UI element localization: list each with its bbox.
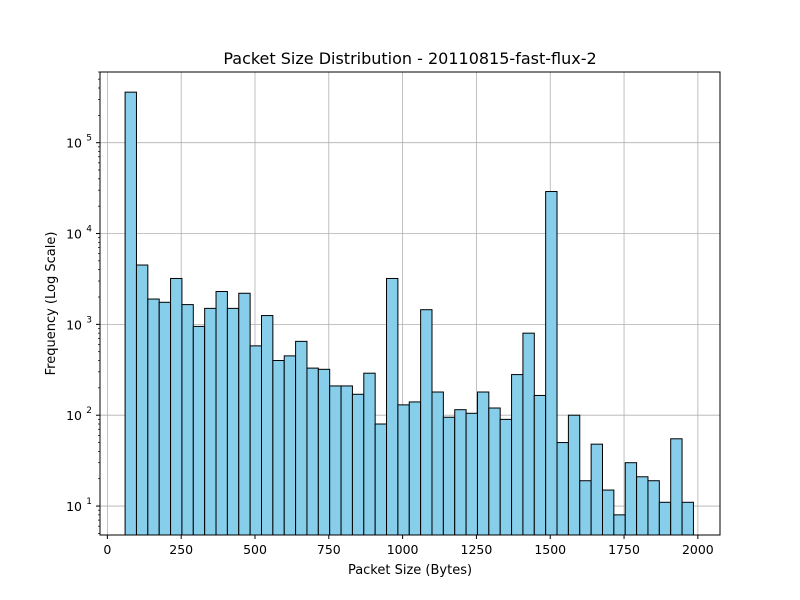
- x-tick-label: 1500: [534, 542, 566, 557]
- histogram-bar: [590, 443, 603, 536]
- histogram-bar: [181, 304, 194, 536]
- x-tick-label: 250: [169, 542, 193, 557]
- histogram-bar: [226, 307, 240, 536]
- histogram-bar: [215, 291, 228, 536]
- y-tick-label: 10: [66, 136, 82, 151]
- histogram-bar: [272, 360, 285, 536]
- histogram-bar: [249, 345, 262, 536]
- x-tick-label: 750: [317, 542, 341, 557]
- y-tick-exponent: 4: [86, 225, 92, 235]
- histogram-bar: [340, 385, 353, 536]
- x-tick-label: 0: [103, 542, 111, 557]
- histogram-bars: [124, 91, 694, 536]
- histogram-bar: [636, 476, 649, 536]
- histogram-bar: [306, 367, 319, 536]
- histogram-bar: [283, 355, 297, 536]
- histogram-bar: [465, 412, 478, 536]
- histogram-bar: [647, 480, 660, 536]
- y-tick-exponent: 2: [86, 406, 92, 416]
- x-tick-label: 1000: [387, 542, 419, 557]
- histogram-bar: [238, 292, 251, 536]
- x-tick-label: 500: [243, 542, 267, 557]
- histogram-bar: [192, 325, 206, 536]
- histogram-bar: [545, 191, 558, 536]
- histogram-bar: [681, 501, 694, 536]
- histogram-bar: [260, 315, 274, 536]
- chart-title: Packet Size Distribution - 20110815-fast…: [223, 49, 596, 68]
- histogram-bar: [397, 404, 410, 536]
- histogram-bar: [567, 414, 581, 536]
- y-tick-label: 10: [66, 408, 82, 423]
- x-tick-label: 2000: [682, 542, 714, 557]
- histogram-bar: [522, 332, 535, 536]
- histogram-bar: [351, 393, 365, 536]
- histogram-bar: [442, 416, 456, 536]
- histogram-bar: [363, 372, 376, 536]
- histogram-bar: [488, 407, 501, 536]
- histogram-bar: [431, 391, 444, 536]
- histogram-bar: [499, 418, 513, 536]
- y-tick-exponent: 1: [86, 497, 92, 507]
- histogram-bar: [317, 368, 331, 536]
- y-tick-label: 10: [66, 227, 82, 242]
- y-tick-exponent: 5: [86, 134, 92, 144]
- histogram-bar: [579, 480, 592, 536]
- histogram-bar: [408, 401, 422, 536]
- histogram-bar: [158, 301, 172, 536]
- histogram-bar: [476, 391, 490, 536]
- axes-frame: [99, 71, 721, 536]
- x-axis-label: Packet Size (Bytes): [348, 563, 472, 578]
- histogram-bar: [124, 91, 137, 536]
- x-tick-label: 1750: [608, 542, 640, 557]
- histogram-bar: [658, 501, 672, 536]
- y-axis-ticks: 10 1 10 2 10 3 10 4 10 5: [66, 71, 100, 534]
- histogram-bar: [670, 438, 683, 536]
- histogram-bar: [329, 385, 342, 536]
- histogram-bar: [601, 489, 615, 536]
- y-axis-label: Frequency (Log Scale): [44, 232, 59, 376]
- y-tick-exponent: 3: [86, 315, 92, 325]
- x-axis-ticks: 0 250 500 750 1000 1250 1500 1750 2000: [103, 535, 714, 557]
- histogram-bar: [624, 462, 638, 536]
- histogram-bar: [556, 442, 569, 536]
- histogram-bar: [170, 277, 183, 536]
- y-tick-label: 10: [66, 499, 82, 514]
- histogram-bar: [613, 514, 626, 536]
- histogram-bar: [454, 409, 467, 536]
- histogram-bar: [204, 307, 217, 536]
- histogram-bar: [386, 277, 399, 536]
- histogram-bar: [147, 298, 160, 536]
- x-tick-label: 1250: [461, 542, 493, 557]
- y-tick-label: 10: [66, 317, 82, 332]
- histogram-bar: [420, 309, 433, 536]
- histogram-bar: [511, 374, 524, 536]
- histogram-bar: [374, 423, 388, 536]
- histogram-bar: [295, 340, 308, 536]
- histogram-bar: [533, 394, 547, 536]
- histogram-bar: [135, 264, 149, 536]
